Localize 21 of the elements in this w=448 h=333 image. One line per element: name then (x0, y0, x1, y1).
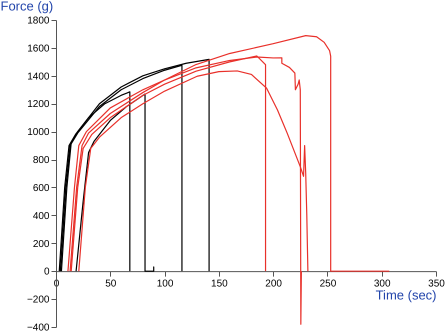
x-tick-label: 300 (374, 278, 391, 290)
x-tick-label: 100 (156, 278, 174, 290)
y-axis-title: Force (g) (0, 0, 54, 14)
y-tick-label: 200 (32, 238, 50, 250)
x-axis-title: Time (sec) (376, 288, 436, 303)
x-tick-label: 150 (211, 278, 228, 290)
y-tick-label: 1200 (27, 99, 50, 110)
y-tick-label: 1800 (27, 16, 50, 26)
y-tick-label: −200 (26, 294, 50, 306)
y-tick-label: −400 (26, 322, 50, 333)
x-tick-label: 200 (265, 278, 282, 290)
y-tick-label: 1600 (27, 43, 50, 54)
y-tick-label: 1400 (27, 71, 50, 82)
x-tick-label: 350 (428, 278, 446, 290)
y-tick-label: 1000 (27, 127, 50, 138)
y-tick-label: 600 (32, 182, 50, 194)
x-tick-label: 250 (320, 278, 337, 290)
y-tick-label: 0 (44, 266, 50, 278)
y-tick-label: 800 (32, 155, 50, 166)
x-tick-label: 50 (105, 278, 117, 290)
y-tick-label: 400 (32, 210, 50, 222)
